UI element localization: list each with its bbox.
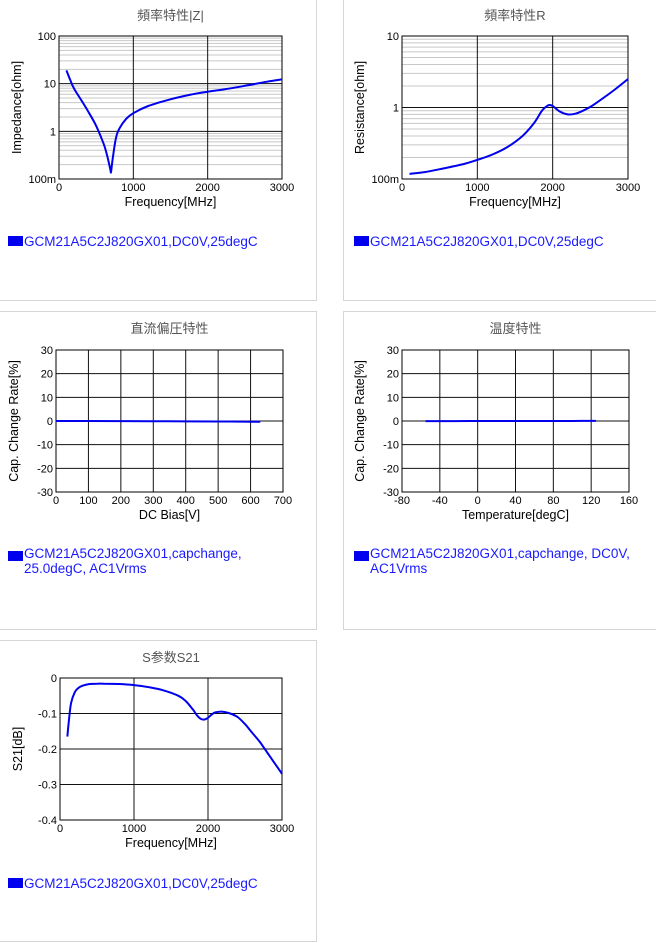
legend-text: GCM21A5C2J820GX01,capchange, 25.0degC, A… bbox=[24, 546, 242, 576]
y-tick-label: 10 bbox=[41, 392, 53, 404]
chart-title: 頻率特性R bbox=[484, 8, 545, 23]
x-tick-label: 500 bbox=[209, 495, 227, 507]
chart-title: S参数S21 bbox=[142, 650, 200, 665]
y-tick-label: 20 bbox=[387, 369, 399, 381]
x-axis-label: Frequency[MHz] bbox=[125, 836, 217, 850]
x-axis-label: Temperature[degC] bbox=[462, 508, 569, 522]
resistance-chart: 頻率特性R 0 1000 2000 3000 100m 1 10 Frequency[MHz] R… bbox=[344, 0, 656, 302]
y-tick-label: -0.1 bbox=[38, 709, 57, 721]
y-tick-label: 100m bbox=[28, 174, 56, 186]
y-tick-label: 1 bbox=[393, 103, 399, 115]
x-tick-label: 300 bbox=[144, 495, 162, 507]
y-tick-label: 100 bbox=[38, 31, 56, 43]
y-tick-label: 1 bbox=[50, 126, 56, 138]
y-tick-label: -10 bbox=[383, 440, 399, 452]
y-axis-label: Resistance[ohm] bbox=[353, 61, 367, 154]
x-tick-label: 120 bbox=[582, 495, 600, 507]
x-tick-label: 160 bbox=[620, 495, 638, 507]
x-axis-label: DC Bias[V] bbox=[139, 508, 200, 522]
dcbias-chart: 直流偏圧特性 0 100 200 300 400 500 600 700 -30 -20 -10 0 10… bbox=[0, 312, 318, 631]
dcbias-legend: GCM21A5C2J820GX01,capchange, 25.0degC, A… bbox=[8, 546, 242, 576]
y-tick-label: 0 bbox=[47, 416, 53, 428]
y-tick-label: -20 bbox=[37, 463, 53, 475]
y-axis-label: Impedance[ohm] bbox=[10, 61, 24, 154]
x-tick-label: 0 bbox=[475, 495, 481, 507]
x-tick-label: 100 bbox=[79, 495, 97, 507]
impedance-chart-panel: 頻率特性|Z| 0 1000 2000 3000 100m 1 10 100 Frequency[… bbox=[0, 0, 317, 301]
legend-text: GCM21A5C2J820GX01,DC0V,25degC bbox=[24, 876, 258, 891]
y-tick-label: 0 bbox=[51, 673, 57, 685]
legend-swatch bbox=[8, 236, 23, 246]
y-tick-label: 0 bbox=[393, 416, 399, 428]
y-tick-label: 10 bbox=[387, 31, 399, 43]
series-line bbox=[410, 79, 629, 174]
legend-swatch bbox=[8, 551, 23, 561]
s21-chart: S参数S21 0 1000 2000 3000 -0.4 -0.3 -0.2 -0.1 0 Freq… bbox=[0, 641, 318, 943]
x-tick-label: 2000 bbox=[196, 823, 220, 835]
x-tick-label: 0 bbox=[56, 182, 62, 194]
chart-title: 頻率特性|Z| bbox=[137, 8, 204, 23]
x-tick-label: 400 bbox=[177, 495, 195, 507]
x-tick-label: 1000 bbox=[122, 823, 146, 835]
x-tick-label: 2000 bbox=[195, 182, 219, 194]
x-tick-label: -40 bbox=[432, 495, 448, 507]
x-tick-label: 0 bbox=[53, 495, 59, 507]
legend-text: GCM21A5C2J820GX01,DC0V,25degC bbox=[24, 234, 258, 249]
series-line bbox=[67, 684, 282, 774]
x-tick-label: 0 bbox=[399, 182, 405, 194]
y-axis-label: Cap. Change Rate[%] bbox=[353, 360, 367, 482]
x-axis-label: Frequency[MHz] bbox=[125, 195, 217, 209]
y-tick-label: 20 bbox=[41, 369, 53, 381]
x-tick-label: 200 bbox=[112, 495, 130, 507]
x-tick-label: 600 bbox=[241, 495, 259, 507]
y-tick-label: -30 bbox=[37, 487, 53, 499]
y-tick-label: 10 bbox=[44, 79, 56, 91]
y-tick-label: -20 bbox=[383, 463, 399, 475]
legend-swatch bbox=[354, 551, 369, 561]
x-tick-label: 3000 bbox=[270, 823, 294, 835]
chart-title: 直流偏圧特性 bbox=[130, 321, 208, 336]
series-line bbox=[56, 421, 260, 422]
resistance-chart-panel: 頻率特性R 0 1000 2000 3000 100m 1 10 Frequency[MHz] R… bbox=[343, 0, 656, 301]
x-tick-label: 3000 bbox=[270, 182, 294, 194]
x-tick-label: 0 bbox=[57, 823, 63, 835]
resistance-legend: GCM21A5C2J820GX01,DC0V,25degC bbox=[354, 234, 604, 249]
legend-swatch bbox=[354, 236, 369, 246]
x-tick-label: 1000 bbox=[465, 182, 489, 194]
y-axis-label: S21[dB] bbox=[11, 727, 25, 771]
x-axis-label: Frequency[MHz] bbox=[469, 195, 561, 209]
impedance-chart: 頻率特性|Z| 0 1000 2000 3000 100m 1 10 100 Frequency[… bbox=[0, 0, 318, 302]
legend-text: GCM21A5C2J820GX01,capchange, DC0V, AC1Vr… bbox=[370, 546, 630, 576]
x-tick-label: 2000 bbox=[540, 182, 564, 194]
legend-swatch bbox=[8, 878, 23, 888]
y-tick-label: -10 bbox=[37, 440, 53, 452]
x-tick-label: 1000 bbox=[121, 182, 145, 194]
s21-chart-panel: S参数S21 0 1000 2000 3000 -0.4 -0.3 -0.2 -0.1 0 Freq… bbox=[0, 640, 317, 942]
x-tick-label: 700 bbox=[274, 495, 292, 507]
y-tick-label: -0.4 bbox=[38, 815, 57, 827]
dcbias-chart-panel: 直流偏圧特性 0 100 200 300 400 500 600 700 -30 -20 -10 0 10… bbox=[0, 311, 317, 630]
y-tick-label: -0.3 bbox=[38, 780, 57, 792]
chart-title: 温度特性 bbox=[489, 321, 541, 336]
y-tick-label: 10 bbox=[387, 392, 399, 404]
x-tick-label: 80 bbox=[547, 495, 559, 507]
y-tick-label: 30 bbox=[387, 345, 399, 357]
x-tick-label: 40 bbox=[509, 495, 521, 507]
x-tick-label: 3000 bbox=[616, 182, 640, 194]
y-axis-label: Cap. Change Rate[%] bbox=[7, 360, 21, 482]
y-tick-label: 30 bbox=[41, 345, 53, 357]
legend-text: GCM21A5C2J820GX01,DC0V,25degC bbox=[370, 234, 604, 249]
s21-legend: GCM21A5C2J820GX01,DC0V,25degC bbox=[8, 876, 258, 891]
y-tick-label: -30 bbox=[383, 487, 399, 499]
y-tick-label: -0.2 bbox=[38, 744, 57, 756]
impedance-legend: GCM21A5C2J820GX01,DC0V,25degC bbox=[8, 234, 258, 249]
y-tick-label: 100m bbox=[371, 174, 399, 186]
temperature-legend: GCM21A5C2J820GX01,capchange, DC0V, AC1Vr… bbox=[354, 546, 630, 576]
plot-frame bbox=[59, 36, 282, 179]
